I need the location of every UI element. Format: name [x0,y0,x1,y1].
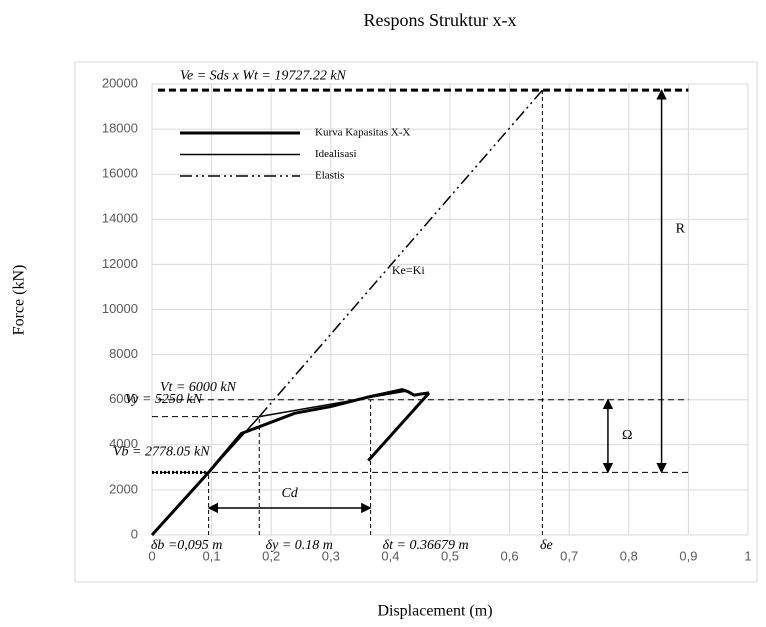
dimension-label: R [676,221,686,236]
y-tick-label: 18000 [102,121,138,136]
y-tick-label: 0 [131,526,138,541]
y-tick-label: 20000 [102,75,138,90]
x-tick-label: 0,8 [620,548,638,563]
x-tick-label: 0 [148,548,155,563]
x-axis-label: Displacement (m) [377,603,492,620]
y-axis-label: Force (kN) [11,265,28,336]
annotation: Ke=Ki [392,263,425,277]
reference-vlabel: δe [540,538,553,553]
x-tick-label: 0,5 [441,548,459,563]
x-tick-label: 0,2 [262,548,280,563]
series-line [151,389,409,536]
reference-label: Vy = 5250 kN [125,392,203,407]
x-tick-label: 0,7 [560,548,578,563]
x-tick-label: 1 [744,548,751,563]
x-tick-label: 0,6 [501,548,519,563]
reference-vlabel: δt = 0.36679 m [383,538,469,553]
reference-label: Vt = 6000 kN [160,380,237,395]
y-tick-label: 8000 [109,346,138,361]
y-tick-label: 4000 [109,436,138,451]
legend-label: Elastis [315,170,344,182]
y-tick-label: 14000 [102,211,138,226]
legend-label: Idealisasi [315,148,357,160]
reference-label: Vb = 2778.05 kN [113,445,210,460]
y-tick-label: 6000 [109,391,138,406]
chart-border [74,61,758,583]
reference-vlabel: δb =0,095 m [151,538,223,553]
x-tick-label: 0,4 [381,548,399,563]
dimension-label: Cd [281,486,298,501]
y-tick-label: 16000 [102,166,138,181]
reference-vlabel: δy = 0.18 m [266,538,333,553]
x-tick-label: 0,1 [203,548,221,563]
x-tick-label: 0,9 [679,548,697,563]
legend-label: Kurva Kapasitas X-X [315,127,410,139]
x-tick-label: 0,3 [322,548,340,563]
dimension-label: Ω [622,428,632,443]
y-tick-label: 10000 [102,301,138,316]
y-tick-label: 12000 [102,256,138,271]
series-line [258,89,543,418]
chart-title: Respons Struktur x-x [364,10,517,30]
y-tick-label: 2000 [109,481,138,496]
reference-label: Ve = Sds x Wt = 19727.22 kN [180,68,347,83]
